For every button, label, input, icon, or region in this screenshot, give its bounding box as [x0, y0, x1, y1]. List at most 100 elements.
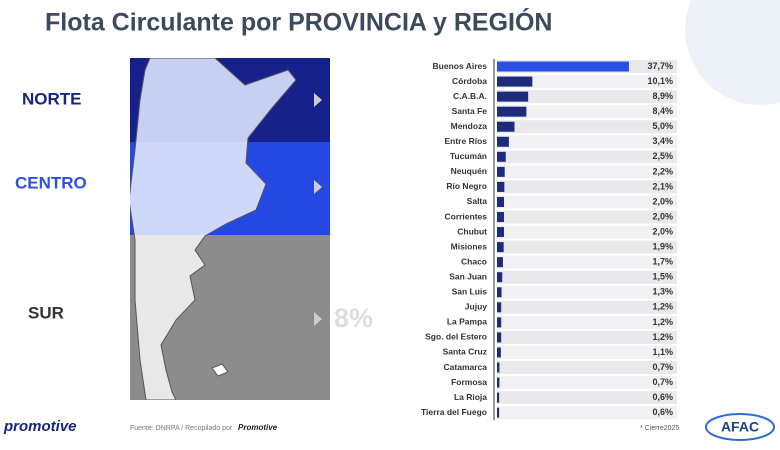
category-label: Neuquén [451, 166, 487, 176]
row-background [497, 120, 677, 134]
bar [497, 347, 501, 358]
bar-chart: Buenos Aires 37,7% Córdoba 10,1% C.A.B.A. 8,9… [421, 59, 677, 421]
value-label: 10,1% [647, 76, 673, 86]
category-label: Santa Cruz [443, 347, 487, 357]
row-background [497, 406, 677, 420]
category-label: Misiones [451, 241, 488, 251]
value-label: 3,4% [652, 136, 673, 146]
value-label: 2,0% [652, 211, 673, 221]
value-label: 0,6% [652, 407, 673, 417]
category-label: Jujuy [465, 302, 487, 312]
row-background [497, 391, 677, 405]
value-label: 1,2% [652, 302, 673, 312]
row-background [497, 150, 677, 164]
row-background [497, 210, 677, 224]
row-background [497, 285, 677, 299]
bar [497, 121, 515, 132]
row-background [497, 105, 677, 119]
category-label: La Rioja [454, 392, 487, 402]
value-label: 1,1% [652, 347, 673, 357]
bar [497, 136, 509, 147]
value-label: 8,9% [652, 91, 673, 101]
bar [497, 106, 527, 117]
bar [497, 287, 502, 298]
category-label: Catamarca [444, 362, 488, 372]
value-label: 0,7% [652, 362, 673, 372]
region-name: SUR [28, 303, 64, 322]
bar [497, 317, 502, 328]
row-background [497, 195, 677, 209]
category-label: Corrientes [444, 211, 487, 221]
bar [497, 392, 500, 403]
row-background [497, 345, 677, 359]
bar [497, 61, 629, 72]
region-name: NORTE [22, 89, 82, 108]
source: Fuente: DNRPA / Recopilado por [130, 425, 233, 432]
bar [497, 91, 529, 102]
value-label: 1,7% [652, 257, 673, 267]
row-background [497, 361, 677, 375]
value-label: 1,9% [652, 242, 673, 252]
row-background [497, 75, 677, 89]
bar [497, 242, 504, 253]
value-label: 2,1% [652, 181, 673, 191]
category-label: Formosa [451, 377, 487, 387]
value-label: 2,2% [652, 166, 673, 176]
arrow [314, 180, 322, 194]
region-name: CENTRO [15, 173, 87, 192]
row-background [497, 315, 677, 329]
row-background [497, 376, 677, 390]
category-label: San Juan [449, 271, 487, 281]
bar [497, 212, 504, 223]
category-label: Salta [467, 196, 488, 206]
bar [497, 166, 505, 177]
region-share: 79% [334, 171, 388, 201]
region-share: 13% [334, 84, 388, 114]
note: * Cierre2025 [640, 425, 679, 432]
category-label: Sgo. del Estero [425, 332, 487, 342]
category-label: Chaco [461, 256, 487, 266]
row-background [497, 180, 677, 194]
value-label: 0,6% [652, 392, 673, 402]
arrow [314, 93, 322, 107]
category-label: Buenos Aires [433, 61, 488, 71]
row-background [497, 270, 677, 284]
globe-decoration [685, 0, 780, 105]
row-background [497, 90, 677, 104]
value-label: 5,0% [652, 121, 673, 131]
slide-title: Flota Circulante por PROVINCIA y REGIÓN [45, 7, 552, 37]
value-label: 8,4% [652, 106, 673, 116]
region-share: 8% [334, 303, 373, 333]
row-background [497, 330, 677, 344]
value-label: 1,3% [652, 287, 673, 297]
bar [497, 272, 503, 283]
logo-ring [705, 413, 775, 441]
bar [497, 332, 502, 343]
category-label: C.A.B.A. [453, 91, 487, 101]
row-background [497, 255, 677, 269]
logo-left: promotive [3, 418, 77, 435]
bar [497, 196, 504, 207]
value-label: 2,5% [652, 151, 673, 161]
value-label: 1,2% [652, 332, 673, 342]
category-label: Entre Ríos [444, 136, 487, 146]
bar [497, 407, 500, 418]
bar [497, 302, 502, 313]
row-background [497, 300, 677, 314]
bar [497, 76, 533, 87]
malvinas [211, 363, 229, 377]
row-background [497, 165, 677, 179]
category-label: Río Negro [446, 181, 487, 191]
bar [497, 377, 500, 388]
bar [497, 227, 504, 238]
value-label: 37,7% [647, 61, 673, 71]
value-label: 2,0% [652, 226, 673, 236]
bar [497, 151, 506, 162]
category-label: Chubut [457, 226, 487, 236]
logo-right: AFAC [721, 419, 759, 435]
category-label: La Pampa [447, 317, 487, 327]
bar [497, 181, 505, 192]
category-label: San Luis [452, 287, 488, 297]
value-label: 1,2% [652, 317, 673, 327]
